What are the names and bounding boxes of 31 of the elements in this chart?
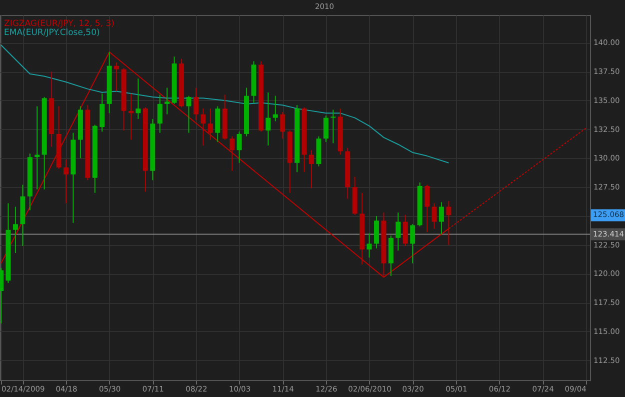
candlestick [230, 136, 235, 172]
candlestick [366, 232, 372, 258]
candlestick [280, 112, 286, 140]
candlestick [64, 158, 69, 204]
candlestick [432, 202, 437, 230]
line-series [0, 44, 450, 164]
candlestick [396, 212, 401, 252]
candlestick [323, 114, 328, 143]
candlestick [186, 95, 192, 134]
candlestick [266, 92, 271, 146]
candlestick [330, 109, 336, 144]
candlestick [164, 87, 170, 115]
candlestick [446, 200, 452, 246]
candlestick [236, 131, 242, 164]
candlestick [208, 108, 213, 140]
candlestick [402, 214, 408, 247]
candlestick [309, 150, 314, 189]
candlestick [200, 108, 206, 146]
candlestick [193, 87, 198, 121]
candlestick [424, 184, 430, 233]
series-label: EMA(EUR/JPY.Close,50) [4, 28, 100, 38]
candlestick [157, 94, 162, 134]
candlestick [438, 202, 444, 235]
candlestick [114, 62, 120, 92]
candlestick [100, 93, 105, 132]
candlestick [272, 95, 278, 122]
candlestick [136, 78, 141, 120]
text: ZIGZAG(EUR/JPY, 12, 5, 3) [4, 19, 114, 29]
candlestick [410, 224, 416, 264]
candlestick [12, 206, 18, 254]
candlestick [374, 215, 379, 249]
